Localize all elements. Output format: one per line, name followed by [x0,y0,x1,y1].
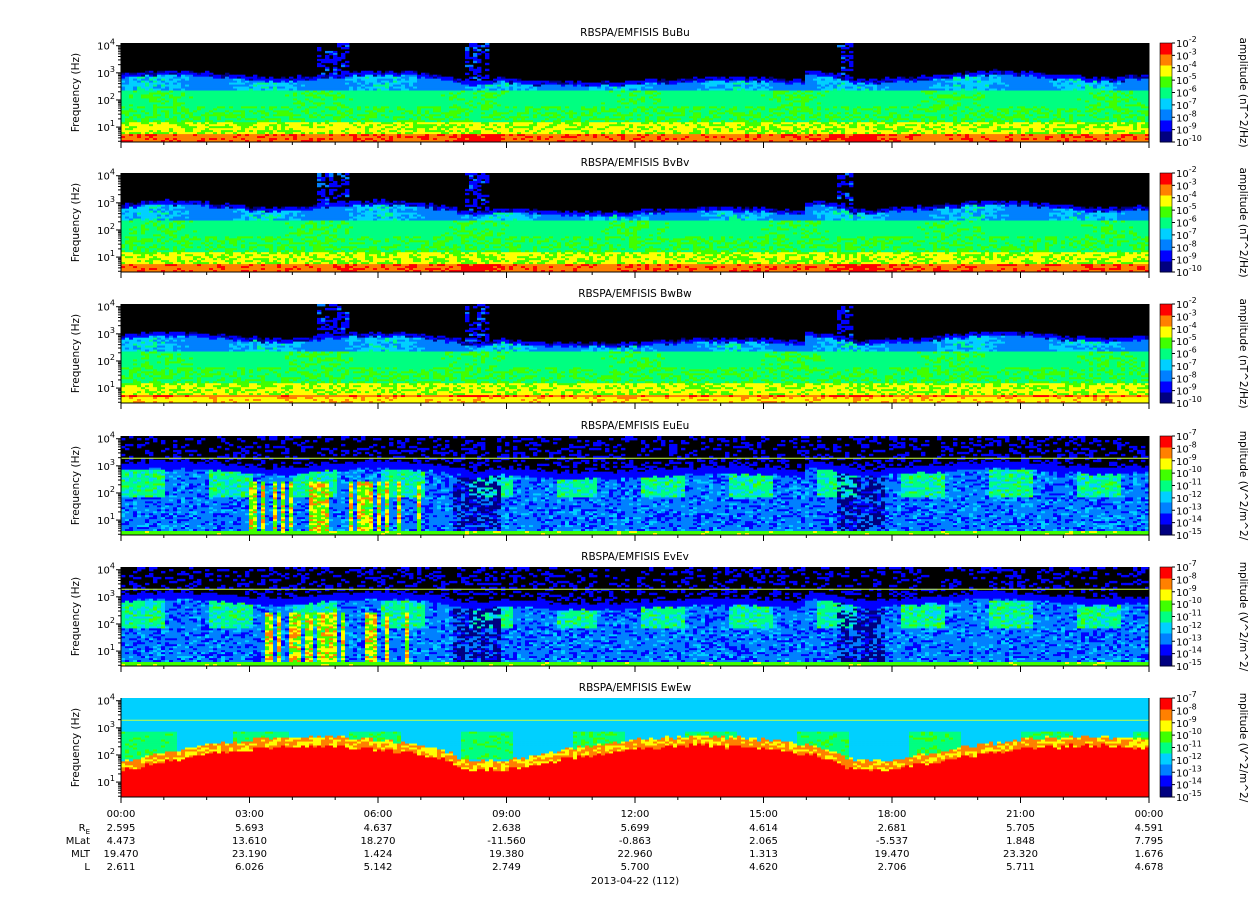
panel-title: RBSPA/EMFISIS BuBu [580,27,690,39]
spectrogram-panel-1: RBSPA/EMFISIS BuBu101102103104Frequency … [70,27,1248,149]
